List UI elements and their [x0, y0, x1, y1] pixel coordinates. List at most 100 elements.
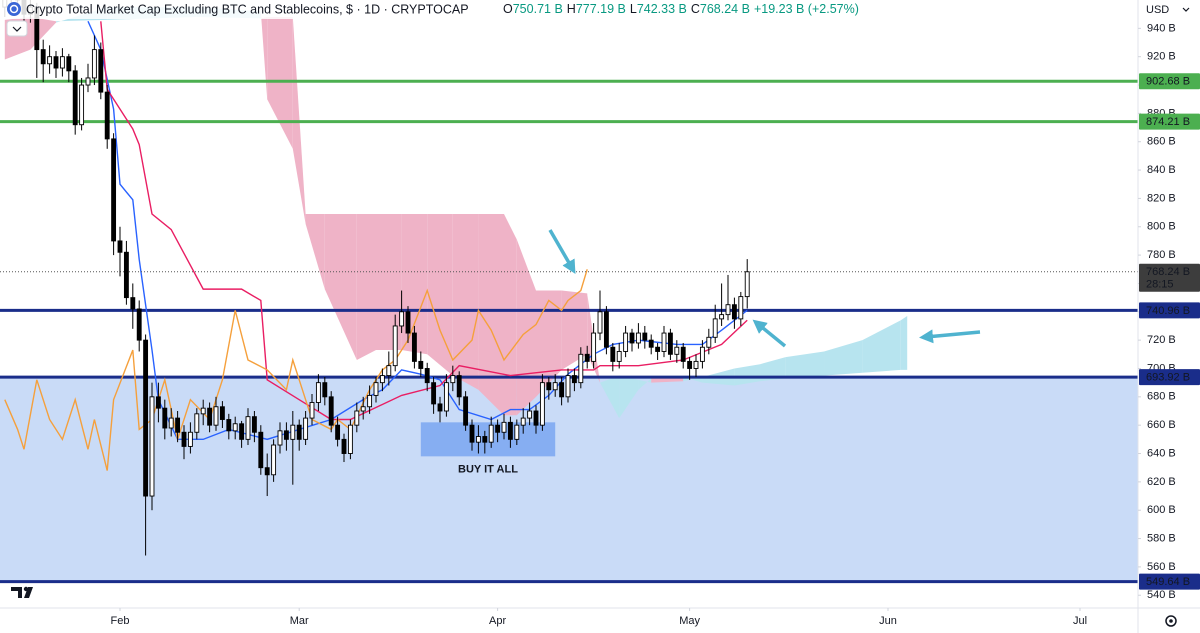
header-bg — [0, 0, 840, 19]
candle-body — [187, 431, 193, 447]
collapse-button[interactable] — [6, 20, 28, 37]
candle-body — [603, 311, 609, 348]
y-tick-label: 840 B — [1147, 164, 1176, 176]
candle-body — [40, 49, 46, 65]
candle-body — [258, 431, 264, 469]
candle-body — [85, 77, 91, 86]
support-band — [0, 377, 1138, 582]
candle-body — [527, 410, 533, 419]
candle-body — [584, 353, 590, 362]
candle-body — [117, 240, 123, 253]
ohlc-value: 742.33 B — [637, 2, 687, 16]
candle-body — [482, 436, 488, 443]
candle-body — [418, 360, 424, 369]
candle-body — [610, 346, 616, 362]
cloud-segment — [504, 214, 517, 416]
candle-body — [706, 336, 712, 348]
tradingview-logo — [11, 586, 33, 598]
candle-body — [200, 407, 206, 415]
x-tick-label: Feb — [111, 615, 130, 627]
candle-body — [719, 314, 725, 320]
cloud-segment — [638, 378, 652, 390]
currency: USD — [1146, 4, 1169, 16]
candle-body — [315, 382, 321, 403]
candle-body — [143, 339, 149, 497]
candle-body — [213, 406, 219, 426]
y-tick-label: 540 B — [1147, 589, 1176, 601]
y-tick-label: 800 B — [1147, 221, 1176, 233]
indicator-line — [87, 20, 748, 441]
ohlc-value: 750.71 B — [513, 2, 563, 16]
candle-body — [597, 311, 603, 334]
candle-body — [693, 360, 699, 369]
level-label: 549.64 B — [1146, 576, 1190, 588]
candle-body — [335, 424, 341, 440]
candle-body — [328, 396, 334, 426]
candle-body — [347, 424, 353, 454]
logo-dot — [23, 586, 29, 592]
level-label-bg — [1139, 113, 1200, 130]
candle-body — [687, 360, 693, 369]
ohlc-label: L — [630, 2, 637, 16]
ohlc-value: 768.24 B — [700, 2, 750, 16]
candle-body — [399, 311, 405, 327]
candle-body — [53, 56, 59, 69]
cloud-segment — [734, 364, 761, 386]
candle-body — [655, 346, 661, 352]
arrow — [752, 319, 787, 348]
candle-body — [539, 382, 545, 426]
candle-body — [162, 407, 168, 429]
candle-body — [616, 351, 622, 362]
candle-body — [456, 375, 462, 398]
cloud-segment — [452, 214, 479, 390]
indicator-line — [4, 269, 588, 471]
level-label-bg — [1139, 573, 1200, 590]
candle-body — [623, 332, 629, 352]
candle-body — [168, 417, 174, 429]
settings-button[interactable] — [1165, 615, 1177, 627]
candle-body — [674, 346, 680, 355]
candle-body — [392, 325, 398, 367]
candle-body — [373, 382, 379, 396]
candle-body — [283, 430, 289, 440]
candle-body — [303, 417, 309, 440]
candle-body — [411, 332, 417, 362]
ohlc-legend: O750.71 B H777.19 B L742.33 B C768.24 B +19.… — [503, 2, 859, 16]
candle-body — [648, 339, 654, 348]
y-tick-label: 680 B — [1147, 391, 1176, 403]
collapse-icon — [12, 26, 22, 32]
candle-body — [219, 406, 225, 420]
candle-body — [443, 382, 449, 412]
arrow — [919, 329, 981, 344]
x-tick-label: Mar — [290, 615, 309, 627]
ohlc-label: H — [567, 2, 576, 16]
y-tick-label: 600 B — [1147, 504, 1176, 516]
candle-body — [290, 424, 296, 440]
zone-label: BUY IT ALL — [458, 463, 518, 475]
level-label-bg — [1139, 302, 1200, 319]
candle-body — [66, 56, 72, 72]
ohlc-value: 777.19 B — [576, 2, 626, 16]
ohlc-label: O — [503, 2, 513, 16]
y-tick-label: 860 B — [1147, 136, 1176, 148]
cloud-segment — [267, 17, 293, 149]
candle-body — [354, 410, 360, 426]
level-label: 902.68 B — [1146, 76, 1190, 88]
ohlc-label: C — [691, 2, 700, 16]
currency-selector[interactable]: USD — [1140, 1, 1198, 18]
candle-body — [635, 332, 641, 344]
candle-body — [501, 421, 507, 433]
candle-body — [296, 424, 302, 440]
candle-body — [514, 424, 520, 440]
cloud-segment — [305, 214, 325, 290]
symbol-icon — [7, 2, 21, 16]
candle-body — [565, 375, 571, 398]
overlay — [548, 229, 981, 348]
candle-body — [731, 304, 737, 320]
candle-body — [386, 365, 392, 377]
candle-body — [207, 407, 213, 426]
last-price-bg — [1139, 263, 1200, 292]
y-tick-label: 820 B — [1147, 192, 1176, 204]
y-tick-label: 940 B — [1147, 22, 1176, 34]
candle-body — [111, 138, 117, 242]
